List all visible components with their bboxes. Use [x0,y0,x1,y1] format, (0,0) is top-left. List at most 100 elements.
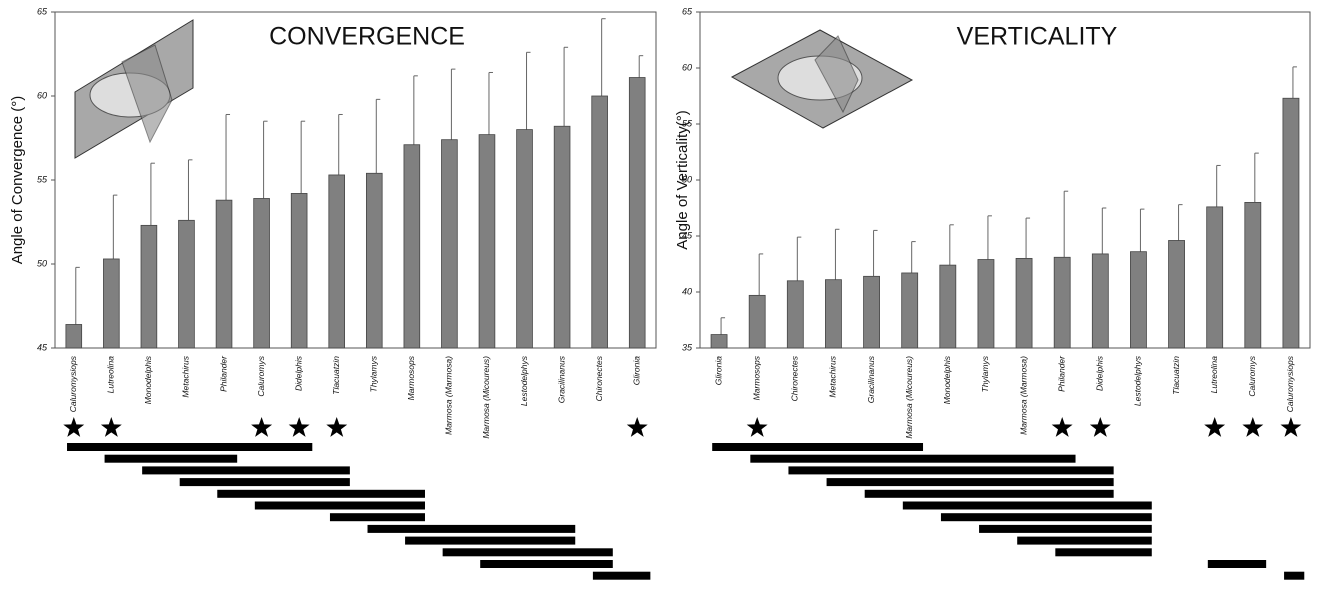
significance-star [747,417,768,437]
subset-bar [217,490,425,498]
y-tick-label: 65 [37,6,48,16]
bar [978,260,994,348]
bar [103,259,119,348]
significance-star [1204,417,1225,437]
x-tick-label: Gracilinanus [866,355,876,403]
subset-bar [1017,537,1152,545]
bar [711,335,727,348]
y-axis-label: Angle of Convergence (°) [9,96,26,265]
y-tick-label: 45 [37,342,48,352]
significance-star [63,417,84,437]
bar [1207,207,1223,348]
x-tick-label: Caluromysiops [1285,355,1295,412]
subset-bar [827,478,1114,486]
subset-bar [105,455,238,463]
x-tick-label: Caluromysiops [68,355,78,412]
y-tick-label: 50 [682,174,692,184]
bar [1130,252,1146,348]
x-tick-label: Didelphis [1095,355,1105,391]
bar [902,273,918,348]
bar [940,265,956,348]
subset-bar [750,455,1075,463]
x-tick-label: Thylamys [369,355,379,392]
bar [1016,258,1032,348]
subset-bar [330,513,425,521]
subset-bar [443,548,613,556]
bar [864,276,880,348]
x-tick-label: Chironectes [790,355,800,401]
significance-star [101,417,122,437]
x-tick-label: Metachirus [828,355,838,397]
subset-bar [255,502,425,510]
x-tick-label: Chironectes [594,355,604,401]
x-tick-label: Metachirus [181,355,191,397]
bar [517,130,533,348]
y-tick-label: 60 [37,90,47,100]
y-tick-label: 65 [682,6,693,16]
x-tick-label: Marmosops [406,355,416,400]
x-tick-label: Lutreolina [106,356,116,394]
x-tick-label: Tlacuatzin [331,356,341,395]
x-tick-label: Gracilinanus [556,355,566,403]
significance-star [1242,417,1263,437]
figure: CONVERGENCE Angle of Convergence (°) 45 50 5… [0,0,1321,604]
x-tick-label: Lestodelphys [1133,355,1143,406]
x-tick-label: Marmosa (Micoureus) [904,356,914,439]
subset-bar [788,466,1113,474]
skull-diagram [732,30,912,128]
bar [629,78,645,348]
bar [329,175,345,348]
bar [787,281,803,348]
bar [554,126,570,348]
subset-bar [142,466,350,474]
x-tick-label: Marmosops [751,355,761,400]
x-tick-label: Marmosa (Marmosa) [444,356,454,435]
bar [141,225,157,348]
significance-star [251,417,272,437]
x-tick-label: Glironia [713,356,723,386]
bar [1054,257,1070,348]
x-tick-label: Philander [218,355,228,392]
subset-bar [405,537,575,545]
bar [66,324,82,348]
bar [1092,254,1108,348]
x-tick-label: Glironia [631,356,641,386]
significance-star [1052,417,1073,437]
subset-bar [712,443,923,451]
y-tick-label: 55 [37,174,48,184]
subset-bar [593,572,650,580]
subset-bar [979,525,1152,533]
subset-bar [903,502,1152,510]
x-tick-label: Philander [1056,355,1066,392]
bar [592,96,608,348]
bar [179,220,195,348]
y-tick-label: 60 [682,62,692,72]
significance-star [289,417,310,437]
bar [216,200,232,348]
bar [749,295,765,348]
x-tick-label: Caluromys [1247,355,1257,396]
bar [291,193,307,348]
bar [404,145,420,348]
x-tick-label: Monodelphis [143,355,153,404]
x-tick-label: Tlacuatzin [1171,356,1181,395]
subset-bar [368,525,576,533]
bar [442,140,458,348]
x-tick-label: Marmosa (Micoureus) [481,356,491,439]
x-tick-label: Caluromys [256,355,266,396]
subset-bar [180,478,350,486]
x-tick-label: Lestodelphys [519,355,529,406]
bar [1245,202,1261,348]
bar [1169,240,1185,348]
x-tick-label: Monodelphis [942,355,952,404]
subset-bar [67,443,312,451]
y-tick-label: 55 [682,118,693,128]
chart-title: CONVERGENCE [269,23,465,51]
x-tick-label: Lutreolina [1209,356,1219,394]
subset-bar [1284,572,1304,580]
significance-star [1090,417,1111,437]
bar [254,198,270,348]
y-tick-label: 40 [682,286,692,296]
significance-star [326,417,347,437]
bar [825,280,841,348]
